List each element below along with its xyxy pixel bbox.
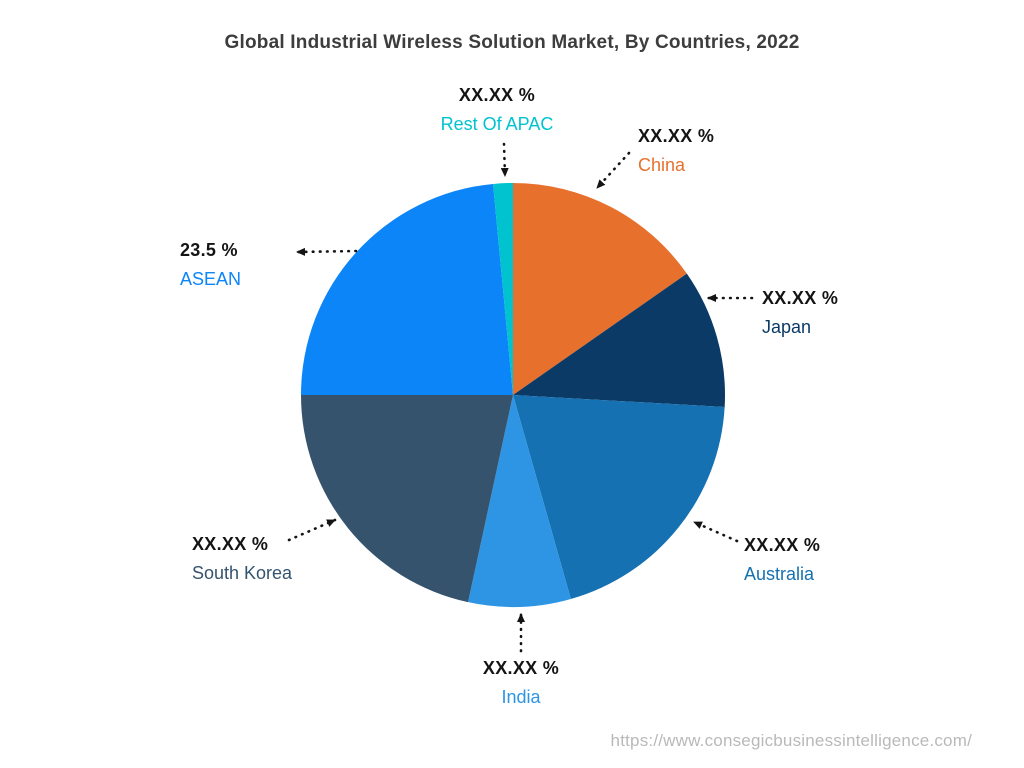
leader-lines xyxy=(287,142,754,653)
slice-label-south-korea: XX.XX % South Korea xyxy=(192,535,292,582)
slice-name-australia: Australia xyxy=(744,564,815,584)
slice-label-asean: 23.5 % ASEAN xyxy=(180,241,241,288)
slice-name-china: China xyxy=(638,155,686,175)
slice-name-india: India xyxy=(501,687,541,707)
pie-slice-asean xyxy=(301,183,513,395)
slice-value-japan: XX.XX % xyxy=(762,288,839,308)
pie-slice-south-korea xyxy=(301,395,513,603)
slice-name-asean: ASEAN xyxy=(180,269,242,289)
pie-slice-japan xyxy=(513,273,725,407)
slice-label-australia: XX.XX % Australia xyxy=(744,536,820,583)
leader-south-korea xyxy=(287,518,337,542)
pie-slice-india xyxy=(468,395,571,608)
slice-value-china: XX.XX % xyxy=(638,126,715,146)
leader-rest-of-apac xyxy=(500,142,509,178)
slice-label-india: XX.XX % India xyxy=(441,659,601,706)
pie-slice-rest-of-apac xyxy=(493,183,513,395)
slice-label-rest-of-apac: XX.XX % Rest Of APAC xyxy=(382,86,612,133)
slice-value-south-korea: XX.XX % xyxy=(192,534,269,554)
pie-slice-china xyxy=(513,182,687,395)
slice-value-asean: 23.5 % xyxy=(180,240,238,260)
slice-name-rest-of-apac: Rest Of APAC xyxy=(440,114,554,134)
slice-label-china: XX.XX % China xyxy=(638,127,714,174)
slice-value-india: XX.XX % xyxy=(482,658,560,678)
pie-slice-australia xyxy=(513,395,725,599)
leader-asean xyxy=(295,247,358,256)
slice-value-rest-of-apac: XX.XX % xyxy=(458,85,536,105)
slice-value-australia: XX.XX % xyxy=(744,535,821,555)
leader-australia xyxy=(692,520,739,543)
slice-name-japan: Japan xyxy=(762,317,812,337)
pie-slices xyxy=(301,182,725,608)
leader-china xyxy=(595,151,631,190)
chart-title: Global Industrial Wireless Solution Mark… xyxy=(224,32,800,53)
slice-label-japan: XX.XX % Japan xyxy=(762,289,838,336)
source-url: https://www.consegicbusinessintelligence… xyxy=(610,731,972,750)
slice-name-south-korea: South Korea xyxy=(192,563,293,583)
